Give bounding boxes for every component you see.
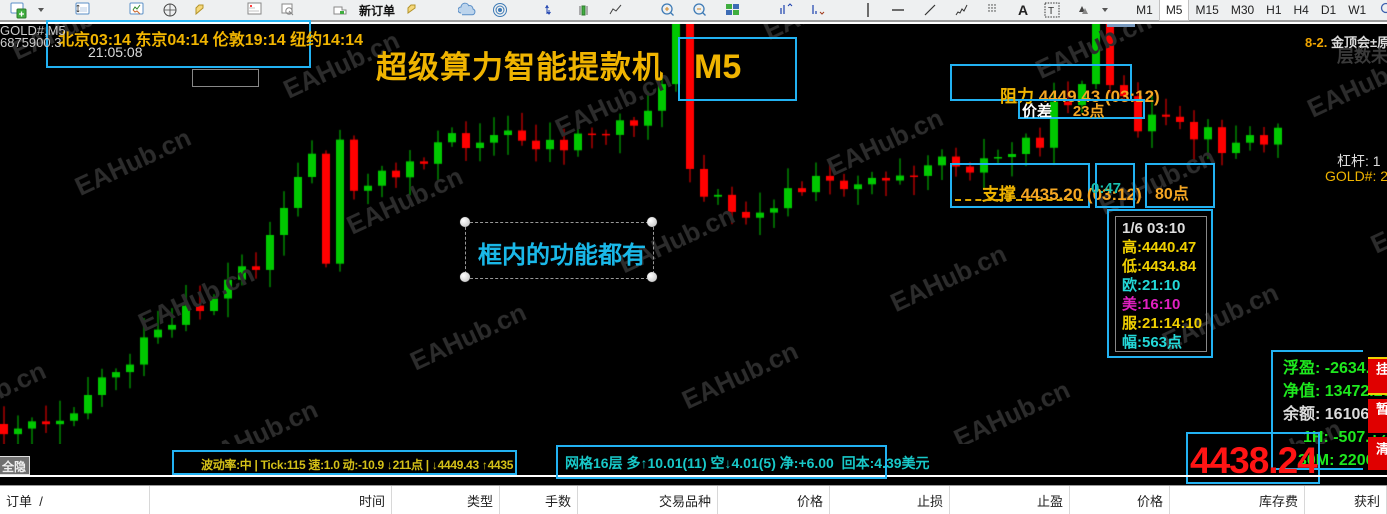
svg-text:T: T bbox=[1048, 6, 1054, 17]
